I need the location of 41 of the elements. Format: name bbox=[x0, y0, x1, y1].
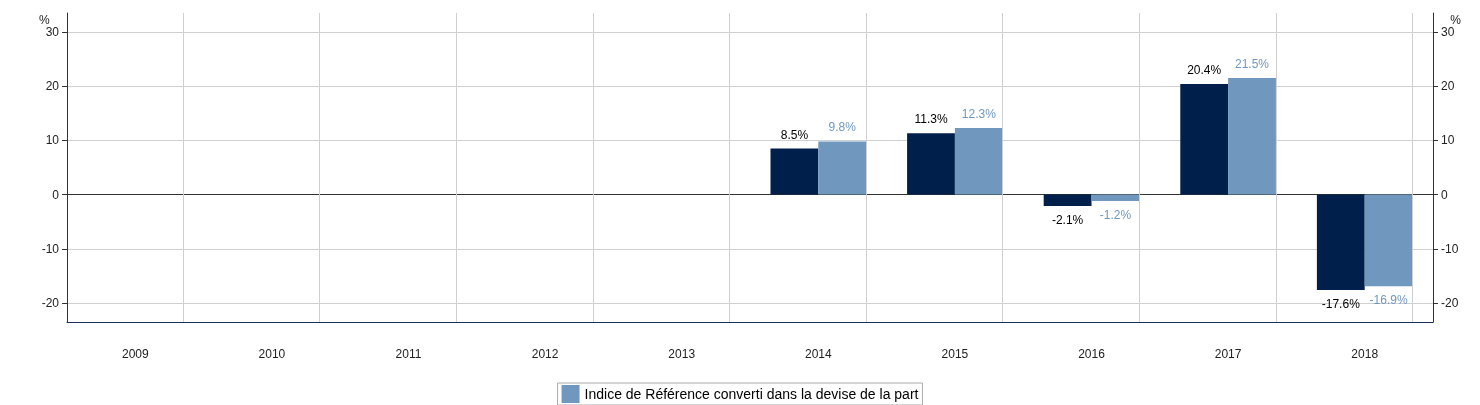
bar bbox=[954, 127, 1003, 195]
bar bbox=[1228, 78, 1276, 195]
data-label: -16.9% bbox=[1369, 293, 1408, 308]
data-label: 21.5% bbox=[1234, 57, 1270, 72]
x-tick-label: 2009 bbox=[121, 347, 149, 361]
x-tick-label: 2012 bbox=[531, 347, 559, 361]
y-tick-label: 10 bbox=[45, 133, 60, 148]
bar bbox=[818, 141, 867, 195]
data-label: 20.4% bbox=[1187, 63, 1222, 78]
y-tick-label: -10 bbox=[41, 241, 60, 256]
x-tick-label: 2011 bbox=[395, 347, 422, 361]
x-tick-label: 2013 bbox=[668, 347, 696, 361]
bar bbox=[1180, 84, 1229, 195]
x-tick-label: 2018 bbox=[1351, 347, 1379, 361]
y-tick-label: -20 bbox=[41, 296, 60, 311]
bar bbox=[907, 133, 955, 195]
y2-tick-label: 0 bbox=[1441, 187, 1448, 202]
data-label: 11.3% bbox=[914, 112, 948, 127]
bar bbox=[1364, 194, 1413, 287]
x-tick-label: 2015 bbox=[941, 347, 969, 361]
y2-tick-label: 10 bbox=[1441, 133, 1455, 148]
x-tick-label: 2010 bbox=[258, 347, 286, 361]
bar bbox=[1043, 194, 1092, 206]
y2-tick-label: 20 bbox=[1441, 79, 1455, 94]
data-label: -2.1% bbox=[1051, 212, 1084, 227]
y-tick-label: 20 bbox=[45, 79, 60, 94]
data-label: 8.5% bbox=[780, 127, 809, 142]
bar bbox=[1316, 194, 1365, 291]
y-tick-label: 0 bbox=[52, 187, 60, 202]
data-label: -1.2% bbox=[1099, 208, 1132, 223]
x-tick-label: 2017 bbox=[1214, 347, 1242, 361]
y2-tick-label: -20 bbox=[1441, 296, 1459, 311]
bar bbox=[770, 148, 819, 195]
x-tick-label: 2016 bbox=[1078, 347, 1106, 361]
legend-label: Indice de Référence converti dans la devise de la part bbox=[584, 386, 919, 402]
bar bbox=[1091, 194, 1140, 202]
y2-tick-label: -10 bbox=[1441, 241, 1459, 256]
data-label: 9.8% bbox=[828, 120, 857, 135]
x-tick-label: 2014 bbox=[804, 347, 832, 361]
data-label: -17.6% bbox=[1321, 297, 1361, 312]
data-label: 12.3% bbox=[961, 106, 997, 121]
